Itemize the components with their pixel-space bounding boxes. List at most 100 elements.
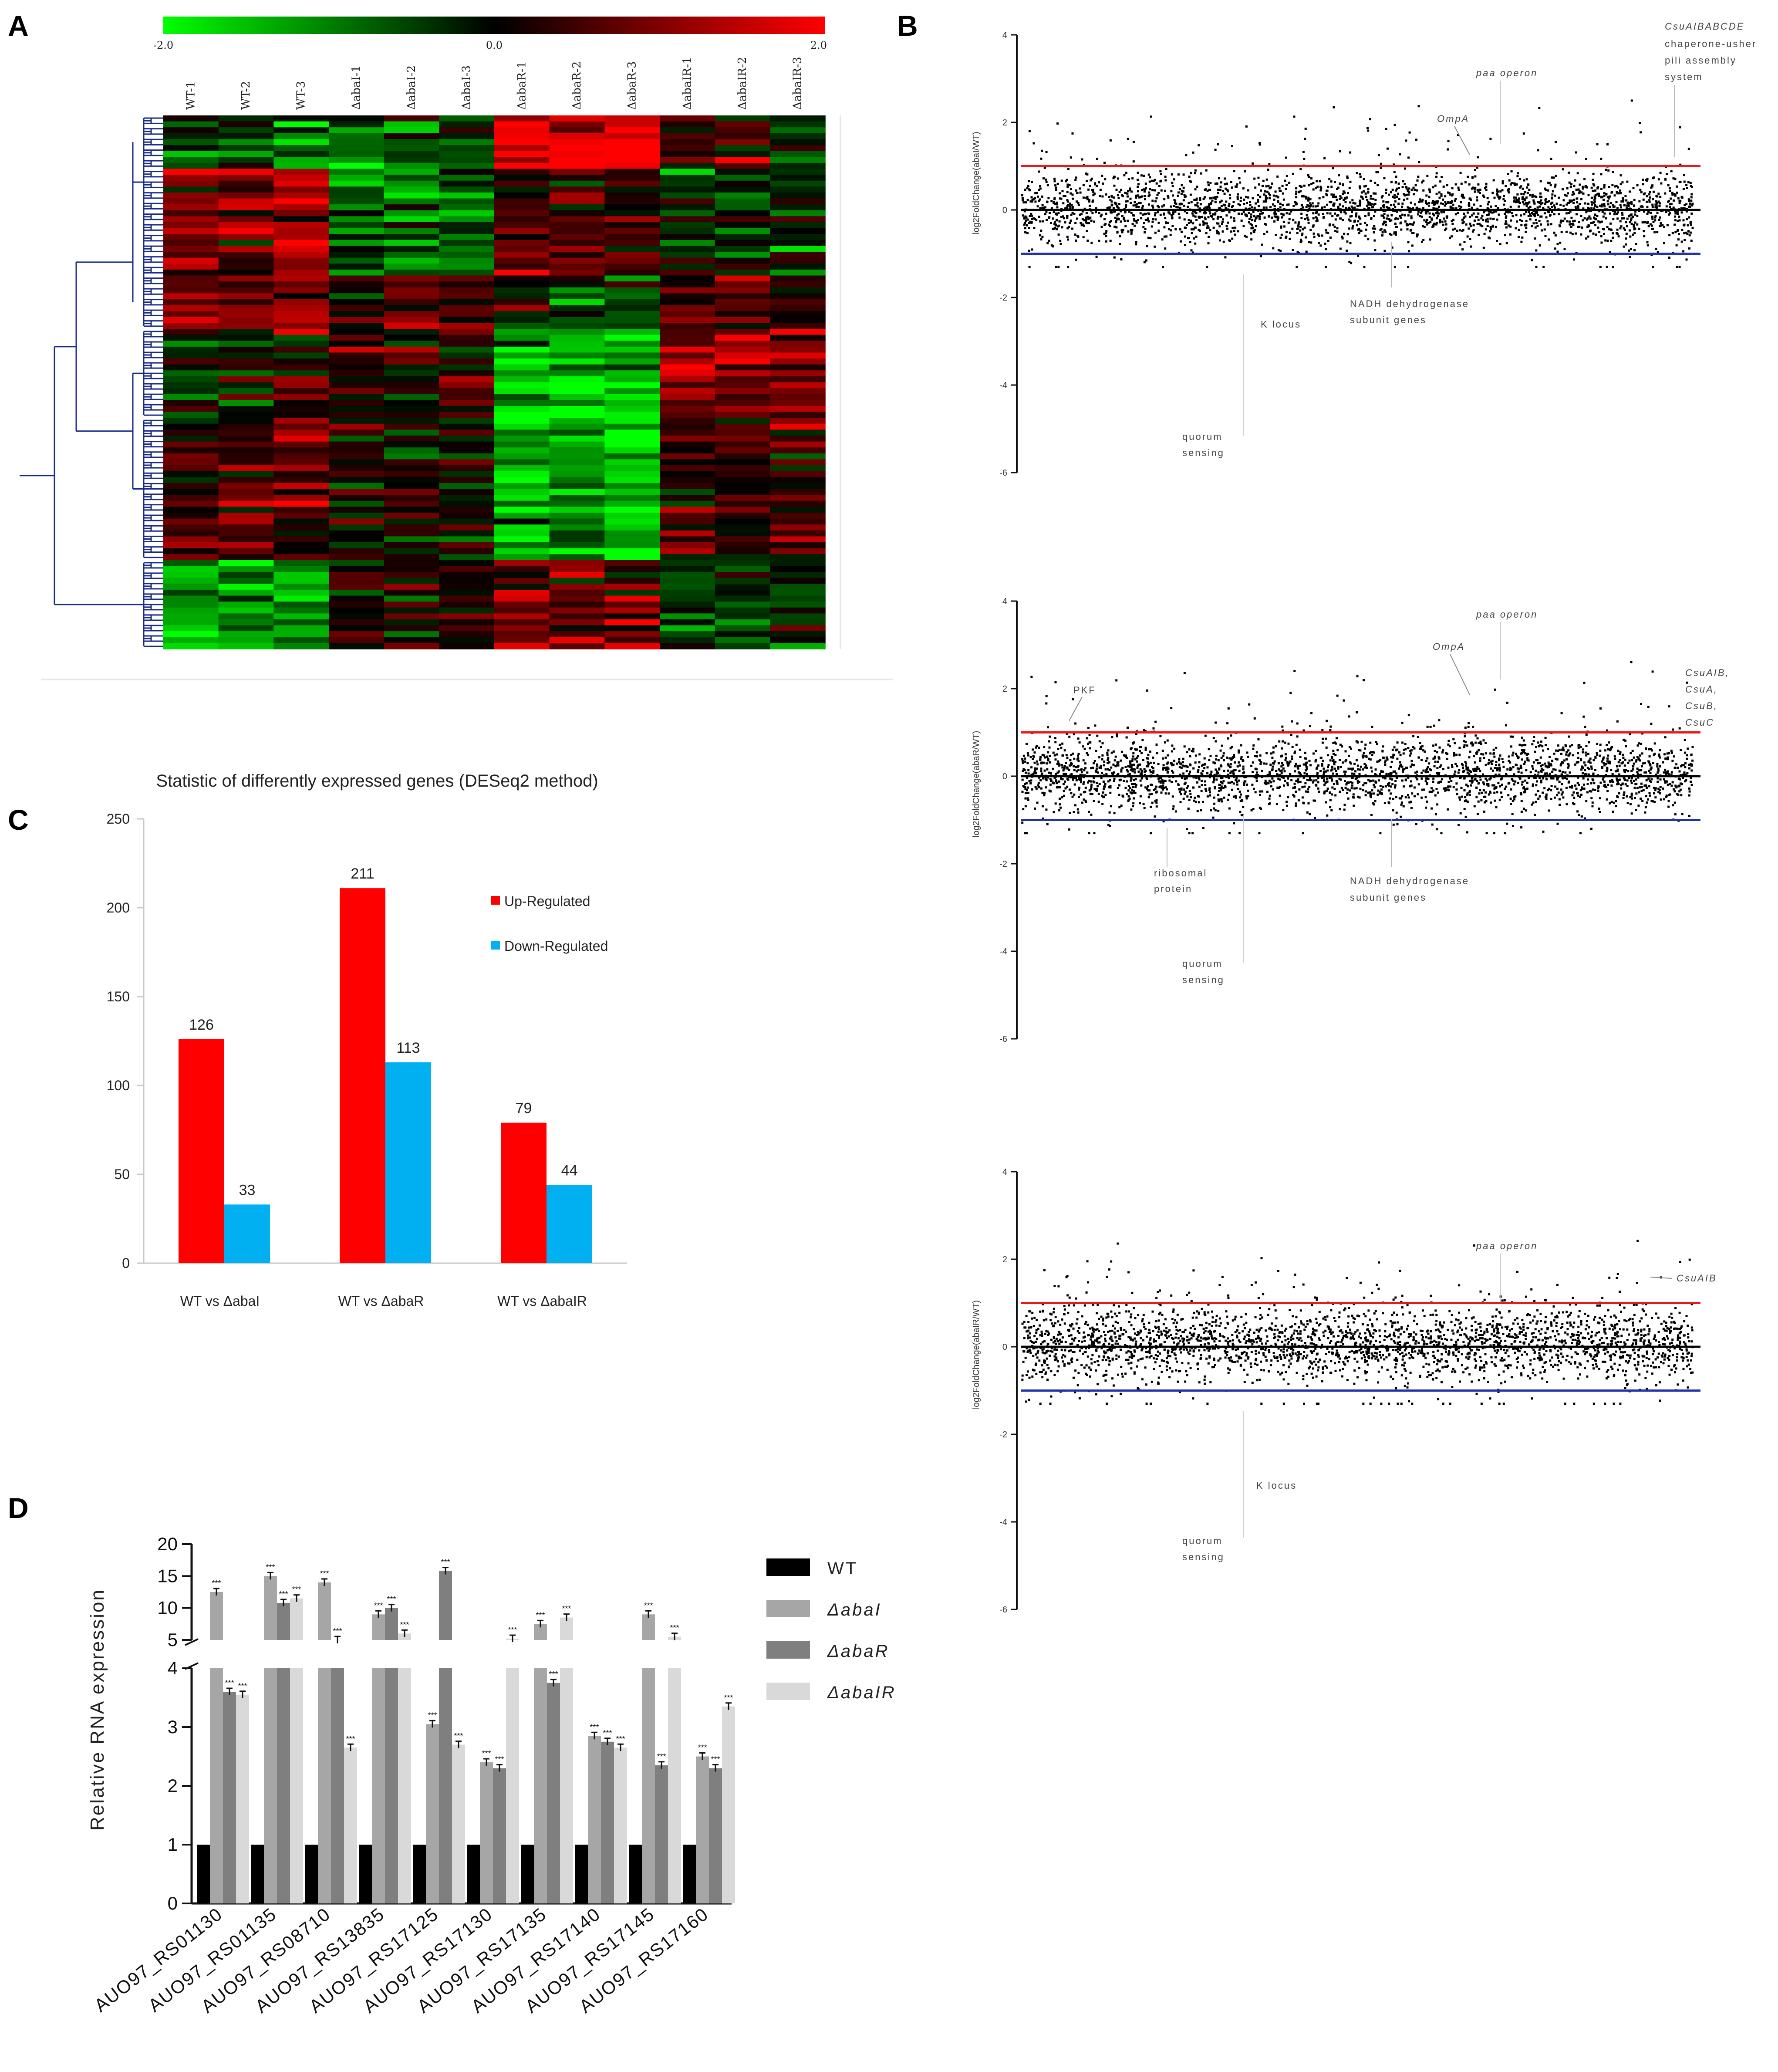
scatter-point <box>1558 748 1561 751</box>
scatter-point <box>1524 752 1526 754</box>
scatter-point <box>1666 173 1668 176</box>
scatter-point <box>1574 179 1576 182</box>
scatter-point <box>1425 760 1427 762</box>
scatter-point <box>1157 221 1160 224</box>
scatter-point <box>1060 216 1063 218</box>
scatter-point <box>1110 211 1112 213</box>
scatter-point <box>1416 189 1418 192</box>
scatter-point <box>1409 210 1412 213</box>
scatter-point <box>1252 226 1254 229</box>
scatter-point <box>1498 759 1500 761</box>
scatter-point <box>1209 791 1211 794</box>
scatter-point <box>1518 197 1520 200</box>
scatter-point <box>1616 228 1619 231</box>
scatter-point <box>1366 224 1368 226</box>
scatter-point <box>1238 791 1241 793</box>
scatter-point <box>1184 227 1187 230</box>
scatter-point <box>1464 740 1467 743</box>
scatter-point <box>1050 244 1053 247</box>
heatmap-cell <box>218 643 274 649</box>
heatmap-cell <box>163 436 219 442</box>
heatmap-cell <box>604 495 660 501</box>
scatter-point <box>1547 206 1550 209</box>
scatter-ytick-label: 0 <box>1002 772 1007 781</box>
scatter-point <box>1157 192 1160 194</box>
scatter-point <box>1616 777 1618 780</box>
scatter-point <box>1309 764 1312 767</box>
scatter-point <box>1035 219 1038 221</box>
scatter-point <box>1071 227 1073 230</box>
scatter-point <box>1306 216 1309 219</box>
scatter-point <box>1626 202 1629 204</box>
scatter-point <box>1359 204 1361 207</box>
scatter-point <box>1468 205 1471 207</box>
heatmap-cell <box>494 192 550 199</box>
scatter-point <box>1522 739 1525 742</box>
scatter-point <box>1268 215 1270 217</box>
scatter-point <box>1686 757 1688 760</box>
scatter-point <box>1603 186 1606 189</box>
heatmap-cell <box>770 115 826 122</box>
scatter-point <box>1490 205 1492 208</box>
scatter-point <box>1509 183 1512 186</box>
scatter-point <box>1466 801 1469 803</box>
scatter-point <box>1237 203 1240 206</box>
scatter-point <box>1568 735 1570 738</box>
scatter-point <box>1435 172 1438 175</box>
scatter-point <box>1360 195 1363 198</box>
scatter-point <box>1633 228 1636 230</box>
scatter-point <box>1565 758 1568 761</box>
scatter-point <box>1535 219 1537 221</box>
scatter-point <box>1457 134 1459 136</box>
scatter-point <box>1404 748 1407 750</box>
scatter-point <box>1489 211 1492 213</box>
heatmap-cell <box>384 382 440 389</box>
scatter-point <box>1555 175 1557 177</box>
scatter-point <box>1669 203 1672 206</box>
heatmap-cell <box>494 252 550 258</box>
scatter-point <box>1427 210 1429 213</box>
heatmap-cell <box>439 145 495 152</box>
scatter-point <box>1049 222 1052 224</box>
heatmap-cell <box>273 524 329 531</box>
scatter-point <box>1452 207 1455 210</box>
scatter-point <box>1674 813 1677 816</box>
scatter-point <box>1076 808 1079 811</box>
scatter-point <box>1679 180 1682 183</box>
scatter-point <box>1643 235 1646 237</box>
heatmap-cell <box>273 358 329 365</box>
scatter-point <box>1457 186 1460 189</box>
scatter-point <box>1197 205 1200 208</box>
scatter-point <box>1139 750 1141 752</box>
scatter-point <box>1359 199 1361 202</box>
heatmap-cell <box>604 376 660 383</box>
scatter-point <box>1503 195 1505 197</box>
scatter-point <box>1434 201 1436 203</box>
heatmap-cell <box>494 246 550 252</box>
heatmap-cell <box>439 370 495 377</box>
scatter-point <box>1122 795 1124 798</box>
scatter-point <box>1160 189 1163 192</box>
scatter-point <box>1684 780 1687 783</box>
scatter-point <box>1690 193 1693 196</box>
scatter-point <box>1198 207 1201 210</box>
scatter-point <box>1104 768 1107 771</box>
scatter-point <box>1638 742 1640 745</box>
scatter-point <box>1668 234 1671 237</box>
scatter-point <box>1021 194 1023 196</box>
scatter-point <box>1279 237 1282 239</box>
heatmap-cell <box>163 382 219 389</box>
heatmap-cell <box>273 252 329 258</box>
scatter-point <box>1143 188 1145 191</box>
scatter-point <box>1428 202 1430 204</box>
scatter-point <box>1458 205 1461 208</box>
scatter-point <box>1194 754 1197 757</box>
scatter-point <box>1190 201 1193 203</box>
scatter-point <box>1684 239 1686 241</box>
scatter-point <box>1504 213 1506 215</box>
scatter-point <box>1294 750 1296 753</box>
heatmap-cell <box>218 240 274 247</box>
scatter-point <box>1251 224 1253 226</box>
scatter-point <box>1279 203 1282 205</box>
scatter-point <box>1648 199 1651 202</box>
